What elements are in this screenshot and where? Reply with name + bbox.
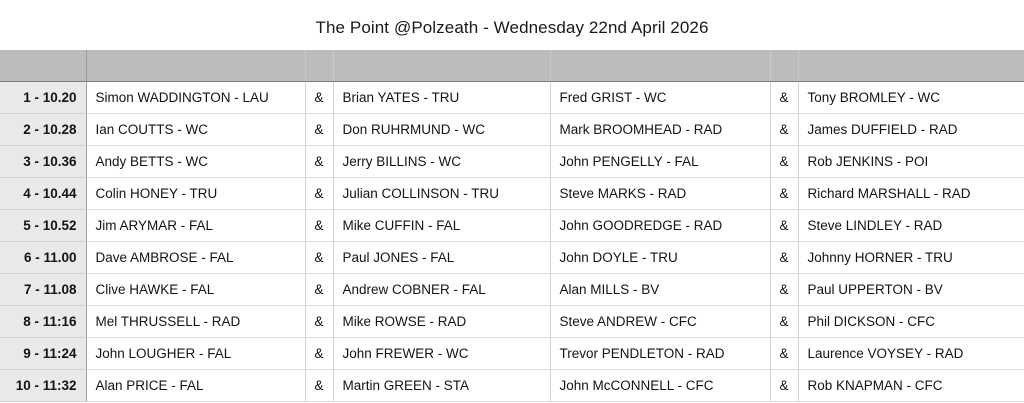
player-2-cell[interactable]: Don RUHRMUND - WC	[333, 113, 551, 146]
table-row: 2 - 10.28 Ian COUTTS - WC & Don RUHRMUND - …	[0, 113, 1024, 146]
slot-time-cell: 2 - 10.28	[0, 113, 87, 146]
player-2-cell[interactable]: Jerry BILLINS - WC	[333, 145, 551, 178]
ampersand-cell-2: &	[770, 273, 799, 307]
player-3-cell[interactable]: John McCONNELL - CFC	[550, 369, 771, 403]
ampersand-cell-2: &	[770, 241, 799, 275]
column-header-amp1[interactable]	[305, 50, 334, 82]
player-1-cell[interactable]: Andy BETTS - WC	[86, 145, 306, 178]
column-header-player2[interactable]	[333, 50, 551, 82]
draw-schedule-table: 1 - 10.20 Simon WADDINGTON - LAU & Brian YA…	[0, 50, 1024, 403]
player-3-cell[interactable]: Steve ANDREW - CFC	[550, 305, 771, 339]
ampersand-cell-2: &	[770, 81, 799, 114]
column-header-player4[interactable]	[798, 50, 1024, 82]
player-3-cell[interactable]: Mark BROOMHEAD - RAD	[550, 113, 771, 146]
player-4-cell[interactable]: Steve LINDLEY - RAD	[798, 209, 1024, 242]
table-header-row	[0, 50, 1024, 82]
player-2-cell[interactable]: Martin GREEN - STA	[333, 369, 551, 403]
player-2-cell[interactable]: Julian COLLINSON - TRU	[333, 177, 551, 210]
ampersand-cell-1: &	[305, 337, 334, 371]
ampersand-cell-2: &	[770, 337, 799, 371]
player-2-cell[interactable]: Mike CUFFIN - FAL	[333, 209, 551, 242]
ampersand-cell-2: &	[770, 369, 799, 403]
table-row: 6 - 11.00 Dave AMBROSE - FAL & Paul JONES -…	[0, 241, 1024, 275]
ampersand-cell-1: &	[305, 209, 334, 242]
player-3-cell[interactable]: Steve MARKS - RAD	[550, 177, 771, 210]
player-1-cell[interactable]: Ian COUTTS - WC	[86, 113, 306, 146]
slot-time-cell: 3 - 10.36	[0, 145, 87, 178]
player-4-cell[interactable]: Laurence VOYSEY - RAD	[798, 337, 1024, 371]
column-header-amp2[interactable]	[770, 50, 799, 82]
player-4-cell[interactable]: James DUFFIELD - RAD	[798, 113, 1024, 146]
ampersand-cell-1: &	[305, 145, 334, 178]
table-body: 1 - 10.20 Simon WADDINGTON - LAU & Brian YA…	[0, 81, 1024, 403]
ampersand-cell-2: &	[770, 177, 799, 210]
player-3-cell[interactable]: Trevor PENDLETON - RAD	[550, 337, 771, 371]
slot-time-cell: 7 - 11.08	[0, 273, 87, 307]
table-row: 9 - 11:24 John LOUGHER - FAL & John FREWER …	[0, 337, 1024, 371]
player-2-cell[interactable]: Mike ROWSE - RAD	[333, 305, 551, 339]
player-4-cell[interactable]: Rob KNAPMAN - CFC	[798, 369, 1024, 403]
player-1-cell[interactable]: Colin HONEY - TRU	[86, 177, 306, 210]
slot-time-cell: 1 - 10.20	[0, 81, 87, 114]
slot-time-cell: 10 - 11:32	[0, 369, 87, 403]
ampersand-cell-1: &	[305, 241, 334, 275]
ampersand-cell-2: &	[770, 145, 799, 178]
ampersand-cell-1: &	[305, 305, 334, 339]
player-3-cell[interactable]: John DOYLE - TRU	[550, 241, 771, 275]
column-header-player1[interactable]	[86, 50, 306, 82]
slot-time-cell: 4 - 10.44	[0, 177, 87, 210]
player-1-cell[interactable]: Simon WADDINGTON - LAU	[86, 81, 306, 114]
player-3-cell[interactable]: John GOODREDGE - RAD	[550, 209, 771, 242]
column-header-player3[interactable]	[550, 50, 771, 82]
ampersand-cell-2: &	[770, 113, 799, 146]
player-4-cell[interactable]: Tony BROMLEY - WC	[798, 81, 1024, 114]
player-1-cell[interactable]: John LOUGHER - FAL	[86, 337, 306, 371]
player-1-cell[interactable]: Dave AMBROSE - FAL	[86, 241, 306, 275]
slot-time-cell: 6 - 11.00	[0, 241, 87, 275]
player-2-cell[interactable]: Andrew COBNER - FAL	[333, 273, 551, 307]
table-header	[0, 50, 1024, 82]
player-4-cell[interactable]: Phil DICKSON - CFC	[798, 305, 1024, 339]
player-4-cell[interactable]: Paul UPPERTON - BV	[798, 273, 1024, 307]
ampersand-cell-1: &	[305, 273, 334, 307]
page-title: The Point @Polzeath - Wednesday 22nd Apr…	[315, 18, 709, 37]
player-3-cell[interactable]: Alan MILLS - BV	[550, 273, 771, 307]
slot-time-cell: 5 - 10.52	[0, 209, 87, 242]
ampersand-cell-2: &	[770, 305, 799, 339]
ampersand-cell-1: &	[305, 113, 334, 146]
table-row: 3 - 10.36 Andy BETTS - WC & Jerry BILLINS -…	[0, 145, 1024, 178]
player-3-cell[interactable]: Fred GRIST - WC	[550, 81, 771, 114]
player-3-cell[interactable]: John PENGELLY - FAL	[550, 145, 771, 178]
player-4-cell[interactable]: Johnny HORNER - TRU	[798, 241, 1024, 275]
ampersand-cell-2: &	[770, 209, 799, 242]
ampersand-cell-1: &	[305, 81, 334, 114]
player-2-cell[interactable]: Paul JONES - FAL	[333, 241, 551, 275]
slot-time-cell: 9 - 11:24	[0, 337, 87, 371]
table-row: 7 - 11.08 Clive HAWKE - FAL & Andrew COBNER…	[0, 273, 1024, 307]
column-header-slot[interactable]	[0, 50, 87, 82]
player-1-cell[interactable]: Mel THRUSSELL - RAD	[86, 305, 306, 339]
ampersand-cell-1: &	[305, 369, 334, 403]
player-2-cell[interactable]: John FREWER - WC	[333, 337, 551, 371]
table-row: 8 - 11:16 Mel THRUSSELL - RAD & Mike ROWSE …	[0, 305, 1024, 339]
table-row: 1 - 10.20 Simon WADDINGTON - LAU & Brian YA…	[0, 81, 1024, 114]
player-4-cell[interactable]: Richard MARSHALL - RAD	[798, 177, 1024, 210]
player-1-cell[interactable]: Clive HAWKE - FAL	[86, 273, 306, 307]
table-row: 5 - 10.52 Jim ARYMAR - FAL & Mike CUFFIN - …	[0, 209, 1024, 242]
player-1-cell[interactable]: Alan PRICE - FAL	[86, 369, 306, 403]
table-row: 4 - 10.44 Colin HONEY - TRU & Julian COLLIN…	[0, 177, 1024, 210]
player-2-cell[interactable]: Brian YATES - TRU	[333, 81, 551, 114]
player-4-cell[interactable]: Rob JENKINS - POI	[798, 145, 1024, 178]
table-row: 10 - 11:32 Alan PRICE - FAL & Martin GREEN …	[0, 369, 1024, 403]
slot-time-cell: 8 - 11:16	[0, 305, 87, 339]
ampersand-cell-1: &	[305, 177, 334, 210]
player-1-cell[interactable]: Jim ARYMAR - FAL	[86, 209, 306, 242]
